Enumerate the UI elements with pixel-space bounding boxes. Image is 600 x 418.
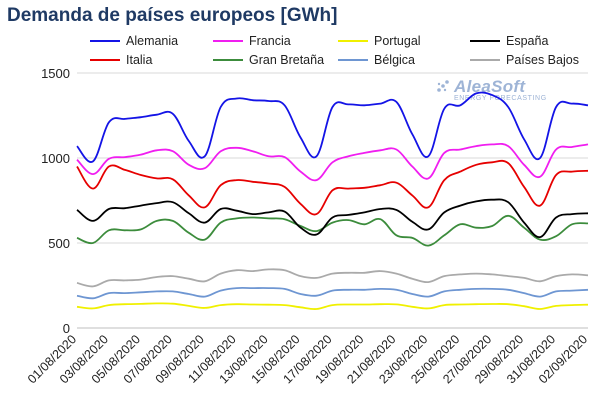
legend-item: Italia [90,53,152,67]
series-line-alemania [76,91,589,163]
series-line-gran-bretaña [76,214,589,247]
legend-swatch [90,59,120,61]
legend-swatch [213,59,243,61]
y-tick-label: 1000 [41,151,70,166]
legend-item: Portugal [338,34,421,48]
legend-label: Italia [126,53,153,67]
y-tick-label: 500 [48,236,70,251]
legend-item: España [470,34,548,48]
legend-item: Bélgica [338,53,415,67]
series-line-bélgica [76,286,589,300]
legend-swatch [90,40,120,42]
legend-label: Portugal [374,34,421,48]
series-line-países-bajos [76,268,589,288]
logo-name: AleaSoft [454,77,526,96]
legend-swatch [470,59,500,61]
series-line-portugal [76,302,589,310]
legend-item: Alemania [90,34,178,48]
legend-label: Francia [249,34,291,48]
legend-swatch [338,59,368,61]
legend-item: Gran Bretaña [213,53,324,67]
legend-item: Países Bajos [470,53,579,67]
y-tick-label: 0 [63,321,70,336]
series-line-francia [76,142,589,182]
legend-label: Alemania [126,34,179,48]
legend-label: Países Bajos [506,53,579,67]
series-line-italia [76,159,589,216]
legend-label: Gran Bretaña [249,53,325,67]
legend-item: Francia [213,34,291,48]
legend-swatch [470,40,500,42]
series-line-españa [76,198,589,239]
chart-title: Demanda de países europeos [GWh] [7,5,338,26]
legend-label: Bélgica [374,53,415,67]
logo-dots-icon [437,80,449,92]
legend-label: España [506,34,549,48]
legend-swatch [213,40,243,42]
legend: Alemania Francia Portugal España Italia Gran … [0,32,600,72]
y-tick-label: 1500 [41,66,70,81]
legend-swatch [338,40,368,42]
